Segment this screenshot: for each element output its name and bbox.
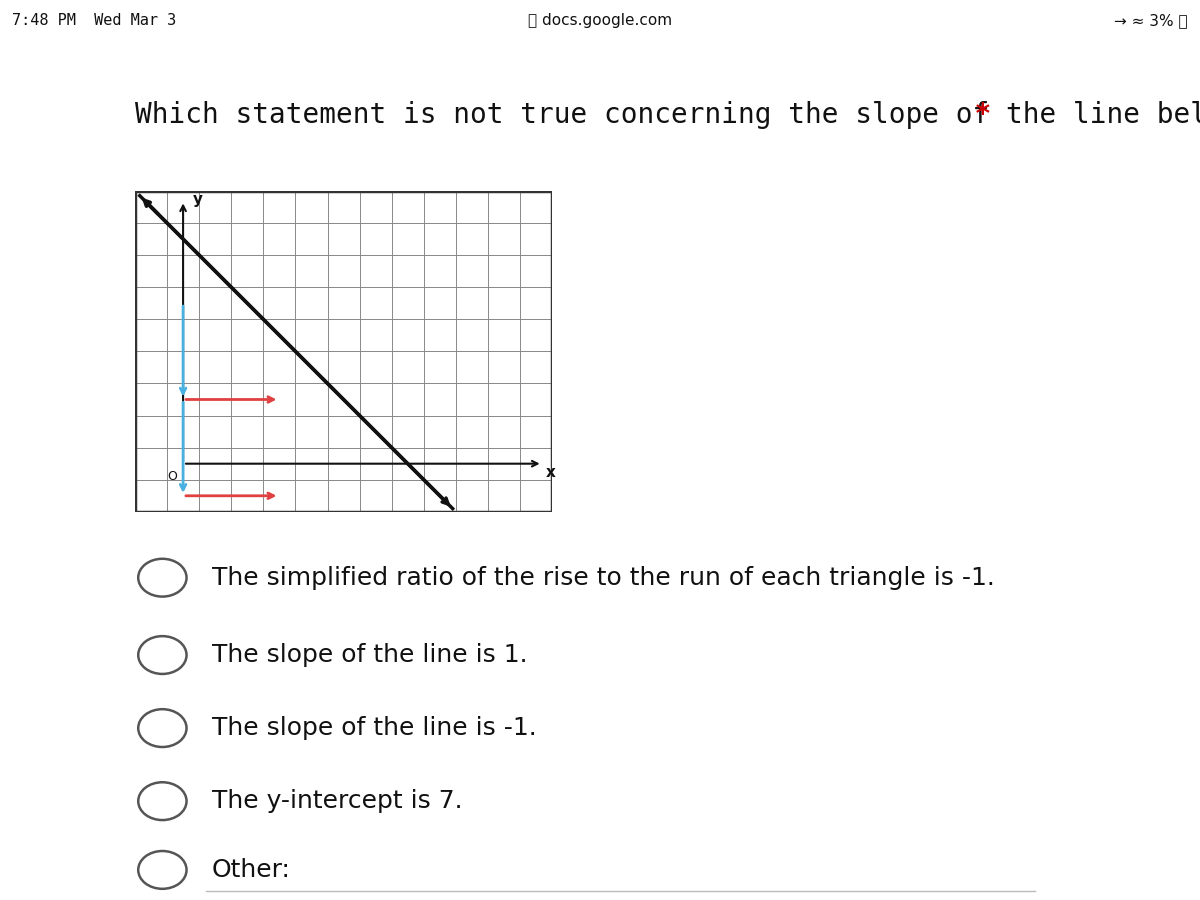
Text: 7:48 PM  Wed Mar 3: 7:48 PM Wed Mar 3 xyxy=(12,13,176,28)
Text: *: * xyxy=(966,101,990,129)
Text: Which statement is not true concerning the slope of the line below?: Which statement is not true concerning t… xyxy=(134,101,1200,129)
Text: The simplified ratio of the rise to the run of each triangle is -1.: The simplified ratio of the rise to the … xyxy=(212,566,995,590)
Text: y: y xyxy=(193,192,203,207)
Text: 🔒 docs.google.com: 🔒 docs.google.com xyxy=(528,13,672,28)
Text: O: O xyxy=(167,470,176,482)
Text: → ≈ 3% 🔋: → ≈ 3% 🔋 xyxy=(1115,13,1188,28)
Text: The slope of the line is 1.: The slope of the line is 1. xyxy=(212,643,528,667)
Text: The y-intercept is 7.: The y-intercept is 7. xyxy=(212,789,462,814)
Text: x: x xyxy=(546,464,556,480)
Text: The slope of the line is -1.: The slope of the line is -1. xyxy=(212,716,536,740)
Text: Other:: Other: xyxy=(212,858,290,882)
